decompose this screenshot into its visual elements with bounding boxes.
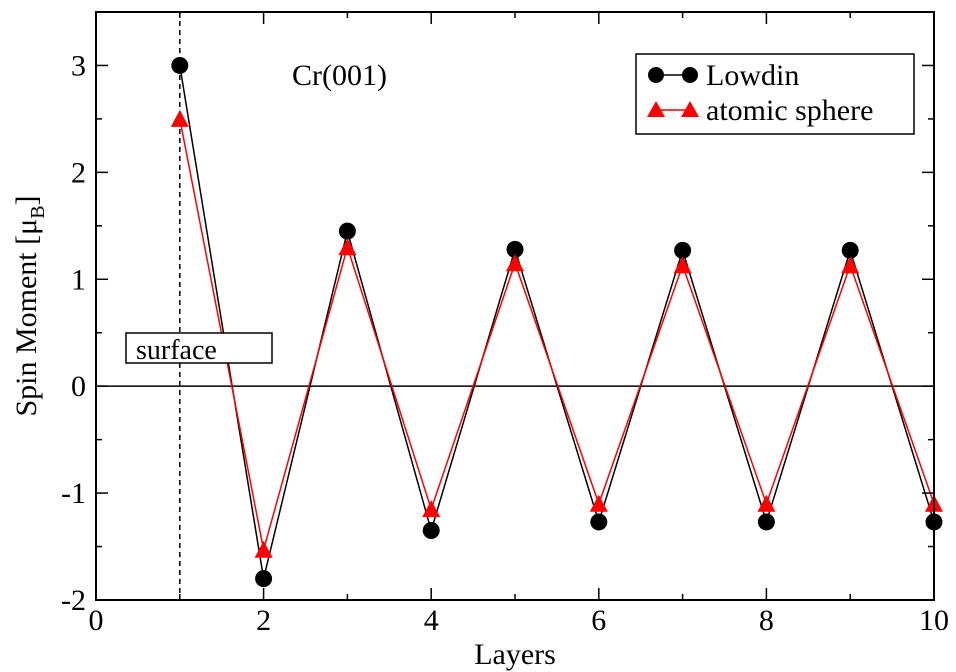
surface-annotation-label: surface [136,335,217,366]
legend-marker-lowdin [682,67,698,83]
x-tick-label: 0 [89,604,104,637]
data-point-lowdin [171,56,189,74]
x-tick-label: 4 [424,604,439,637]
x-axis-label: Layers [474,638,556,671]
series-line-lowdin [179,65,935,579]
axes: 0 2 4 6 8 10 -2 -1 0 1 2 3 [61,11,949,637]
data-point-lowdin [757,513,775,531]
surface-annotation: surface [125,332,273,366]
data-point-atomic-sphere [170,109,189,127]
data-point-lowdin [422,522,440,540]
y-axis-label-main: Spin Moment [μ [10,219,43,417]
y-tick-label: 1 [71,263,86,296]
y-tick-label: -1 [61,477,86,510]
y-tick-label: -2 [61,584,86,617]
x-tick-label: 8 [759,604,774,637]
x-tick-label: 6 [591,604,606,637]
y-axis-label: Spin Moment [μB] [10,195,49,416]
legend-marker-atomic-sphere [647,101,665,117]
data-point-atomic-sphere [506,254,524,272]
y-axis-label-subscript: B [27,205,49,218]
data-point-lowdin [674,241,692,259]
legend-marker-atomic-sphere [681,101,699,117]
series-lowdin [171,56,943,588]
data-point-lowdin [841,241,859,259]
data-point-lowdin [338,222,356,240]
legend-marker-lowdin [648,67,664,83]
y-tick-label: 3 [71,49,86,82]
reference-lines [96,12,934,600]
y-tick-label: 0 [71,370,86,403]
data-point-atomic-sphere [757,494,776,512]
data-point-lowdin [506,240,524,258]
legend-label-lowdin: Lowdin [706,59,799,92]
x-tick-label: 10 [919,604,949,637]
data-point-atomic-sphere [422,500,441,518]
data-point-atomic-sphere [338,238,357,256]
data-point-atomic-sphere [841,256,860,274]
series-line-atomic-sphere [179,118,935,551]
series-atomic-sphere [170,109,943,558]
chart-title: Cr(001) [292,59,387,92]
legend: Lowdin atomic sphere [635,53,915,135]
y-axis-label-close: ] [10,195,43,205]
data-point-atomic-sphere [589,494,608,512]
data-point-lowdin [590,513,608,531]
x-tick-label: 2 [256,604,271,637]
data-point-atomic-sphere [254,540,273,558]
data-point-atomic-sphere [673,256,692,274]
legend-label-atomic-sphere: atomic sphere [706,94,873,127]
y-tick-label: 2 [71,156,86,189]
surface-annotation-box [125,332,273,364]
plot-series [170,56,943,588]
data-point-lowdin [255,570,273,588]
legend-box [635,53,915,135]
